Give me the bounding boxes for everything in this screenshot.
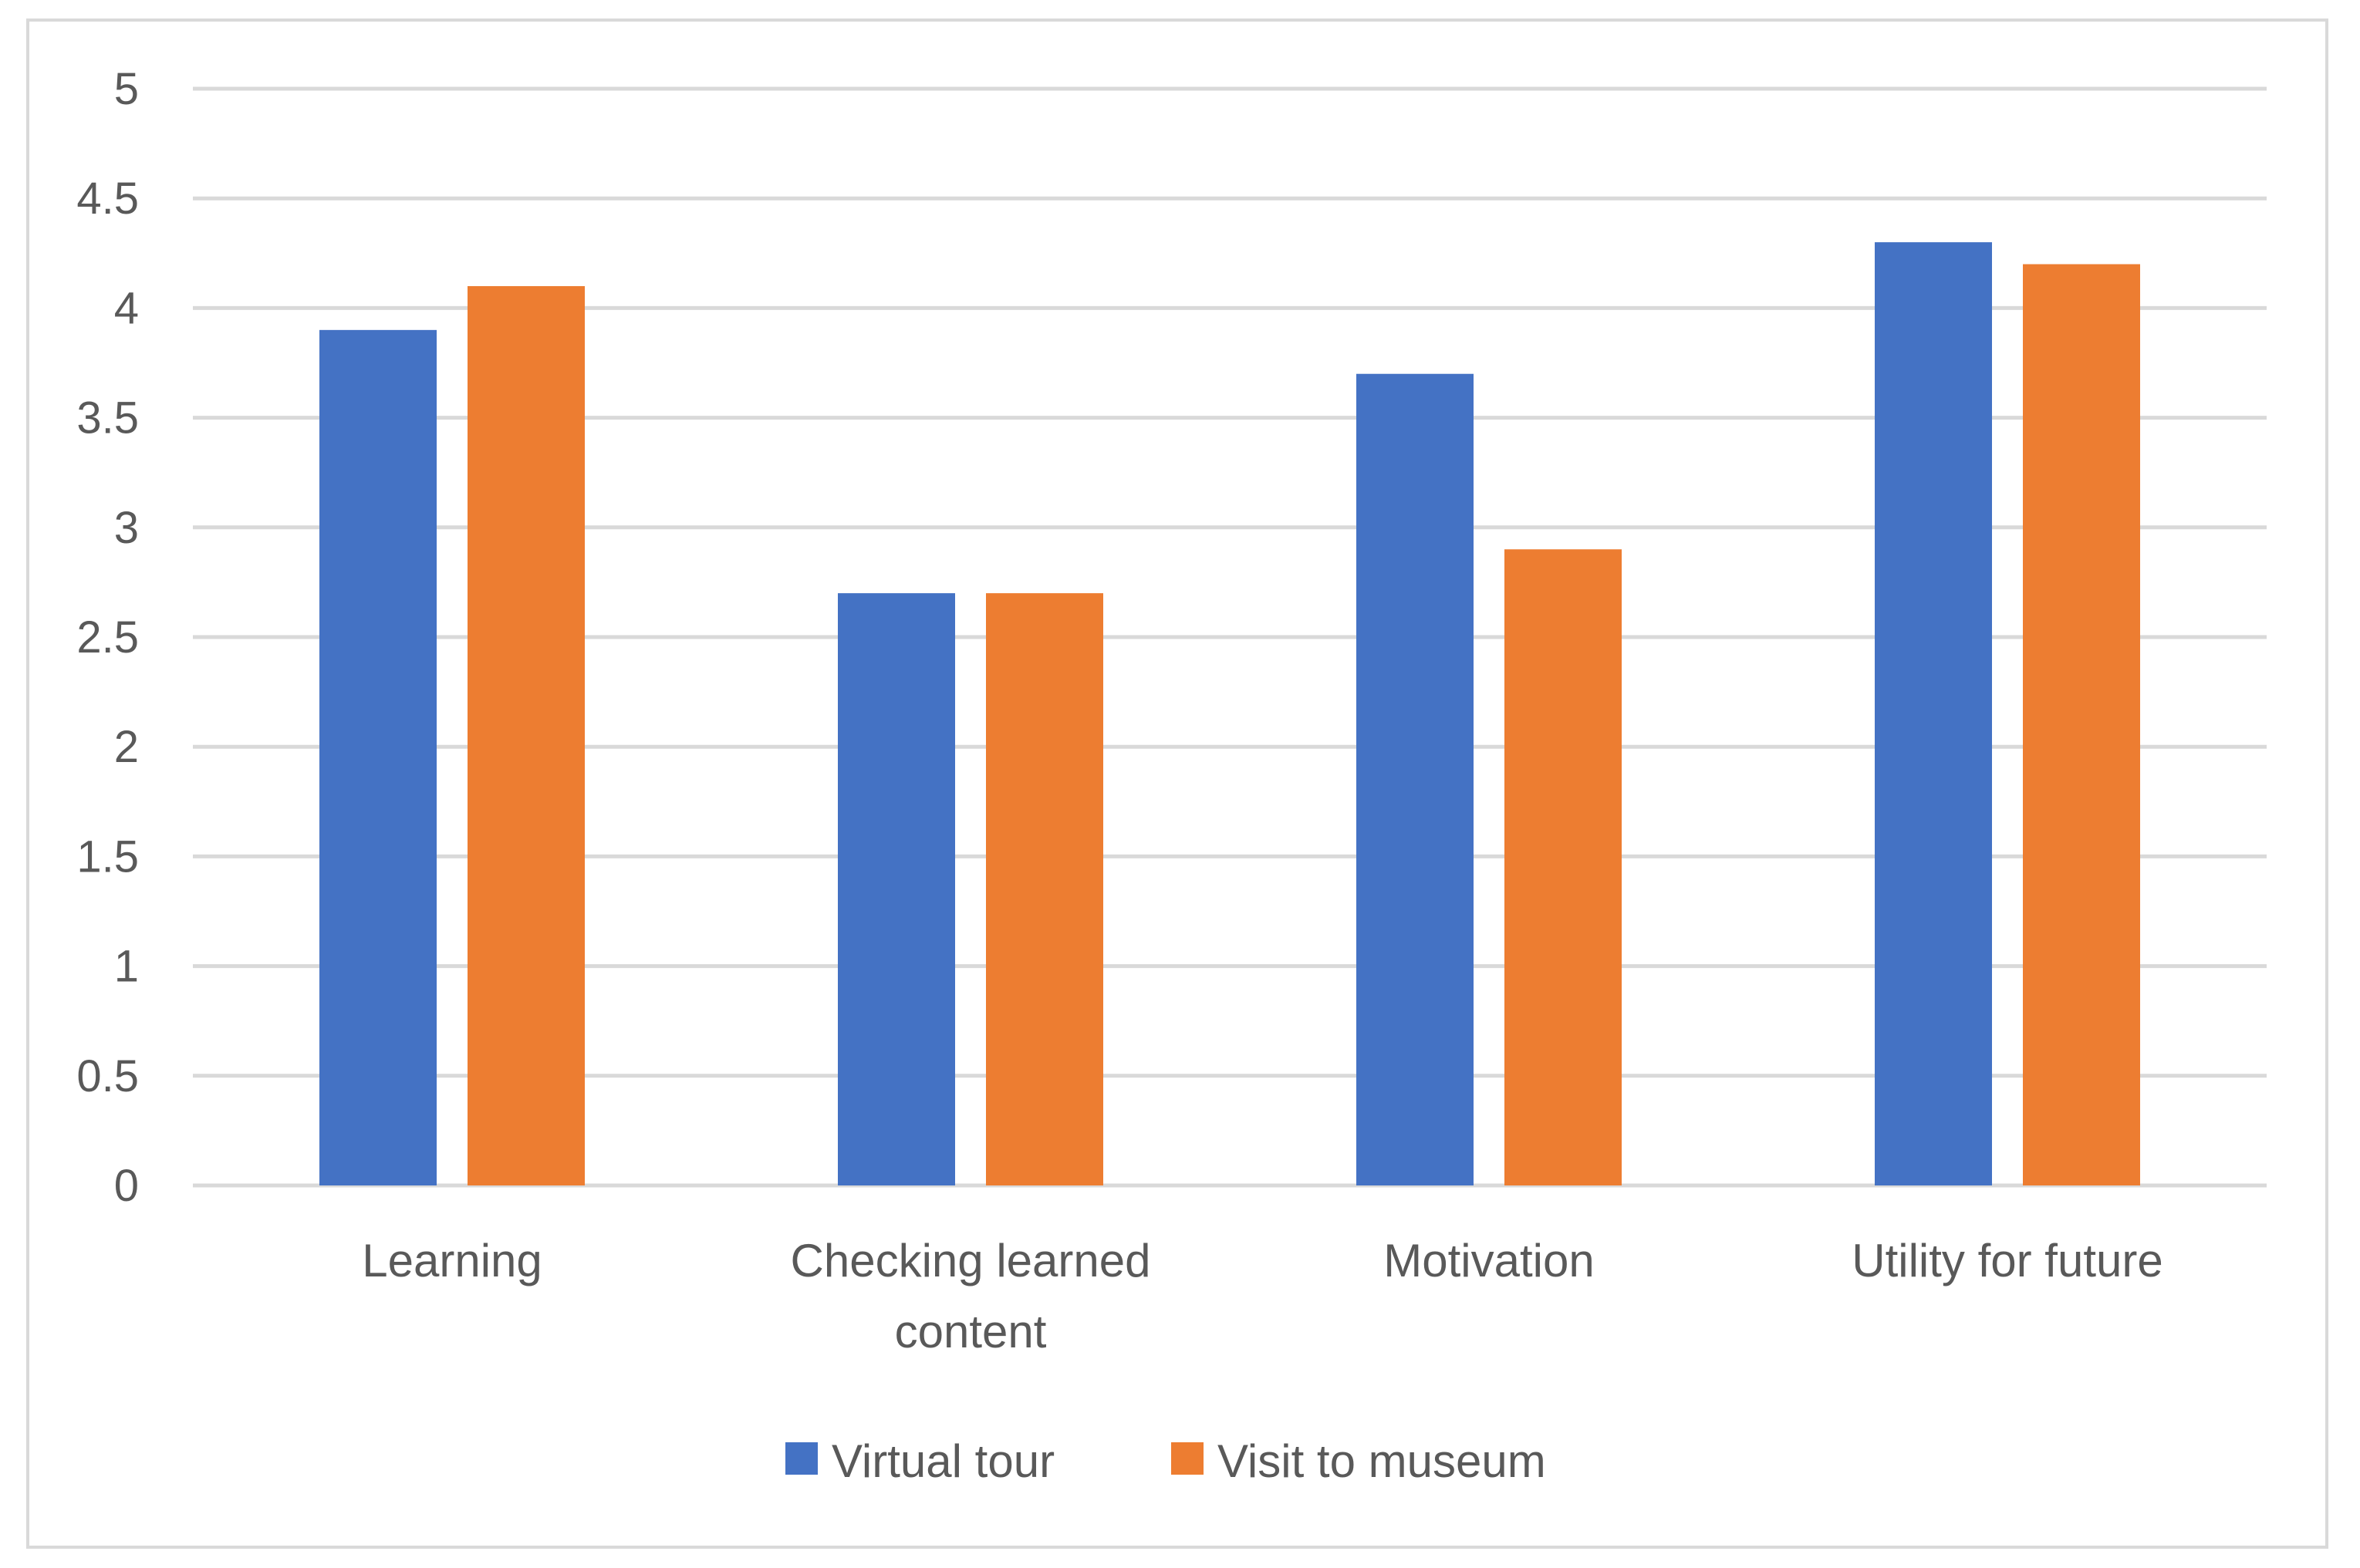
y-tick-label: 0 <box>114 1161 139 1211</box>
bar-virtual-tour <box>838 593 955 1185</box>
y-tick-label: 2.5 <box>76 612 139 663</box>
bar-visit-to-museum <box>2023 264 2140 1185</box>
bar-virtual-tour <box>1875 242 1992 1186</box>
legend: Virtual tour Visit to museum <box>785 1435 1546 1487</box>
bars <box>319 242 2140 1186</box>
bar-visit-to-museum <box>468 285 585 1186</box>
bar-visit-to-museum <box>986 593 1103 1185</box>
y-tick-label: 5 <box>114 64 139 114</box>
y-tick-label: 2 <box>114 722 139 772</box>
legend-item-visit-to-museum: Visit to museum <box>1171 1435 1546 1487</box>
y-tick-label: 1.5 <box>76 831 139 882</box>
x-category-label: Motivation <box>1383 1235 1594 1286</box>
legend-swatch <box>1171 1442 1204 1475</box>
bar-visit-to-museum <box>1504 549 1622 1185</box>
x-axis-category-labels: Learning Checking learned content Motivatio… <box>362 1235 2162 1357</box>
y-tick-label: 1 <box>114 942 139 992</box>
legend-item-virtual-tour: Virtual tour <box>785 1435 1055 1487</box>
y-tick-label: 3 <box>114 503 139 553</box>
y-tick-label: 0.5 <box>76 1051 139 1101</box>
y-tick-label: 3.5 <box>76 393 139 443</box>
legend-label: Virtual tour <box>832 1435 1055 1487</box>
legend-label: Visit to museum <box>1217 1435 1546 1487</box>
bar-virtual-tour <box>319 329 437 1186</box>
x-category-label: Learning <box>362 1235 542 1286</box>
y-axis-tick-labels: 0 0.5 1 1.5 2 2.5 3 3.5 4 4.5 5 <box>76 64 139 1211</box>
bar-virtual-tour <box>1356 373 1474 1186</box>
x-category-label: Checking learned content <box>791 1235 1151 1357</box>
y-tick-label: 4.5 <box>76 174 139 224</box>
x-category-label: Utility for future <box>1852 1235 2162 1286</box>
y-tick-label: 4 <box>114 283 139 333</box>
legend-swatch <box>785 1442 818 1475</box>
